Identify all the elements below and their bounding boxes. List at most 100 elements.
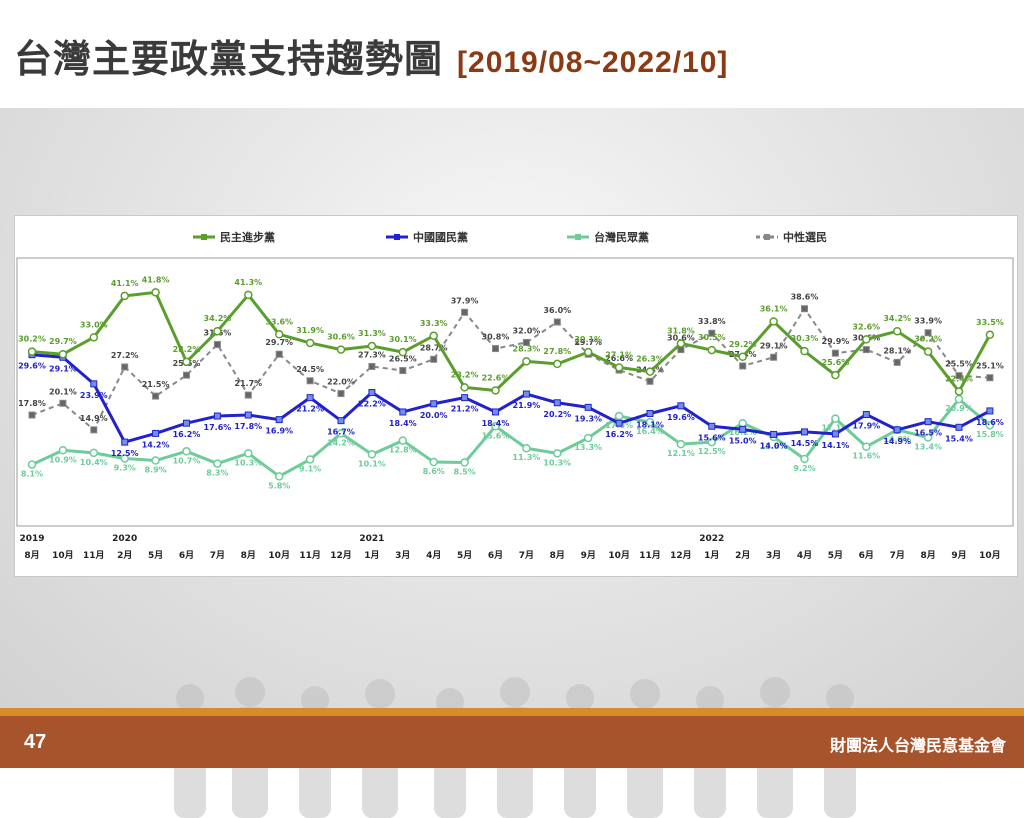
data-label: 29.9% xyxy=(822,337,850,346)
x-tick-label: 1月 xyxy=(364,550,379,561)
data-label: 30.5% xyxy=(698,333,726,342)
data-label: 20.0% xyxy=(420,411,448,420)
data-point xyxy=(368,362,376,370)
data-label: 11.3% xyxy=(513,453,541,462)
x-tick-label: 11月 xyxy=(639,550,661,561)
data-point xyxy=(151,288,160,297)
data-label: 30.2% xyxy=(914,335,942,344)
data-label: 10.3% xyxy=(543,458,571,467)
data-label: 31.3% xyxy=(358,329,386,338)
data-point xyxy=(461,394,469,402)
year-label: 2020 xyxy=(112,534,137,544)
data-point xyxy=(770,353,778,361)
data-point xyxy=(213,326,222,336)
data-label: 27.1% xyxy=(605,350,633,359)
data-label: 16.5% xyxy=(914,429,942,438)
legend-label: 台灣民眾黨 xyxy=(594,230,649,244)
data-point xyxy=(986,374,994,382)
data-point xyxy=(893,426,901,434)
data-point xyxy=(90,426,98,434)
data-point xyxy=(182,357,191,367)
data-label: 25.5% xyxy=(945,360,973,369)
data-label: 14.5% xyxy=(791,439,819,448)
data-point xyxy=(924,329,932,337)
data-point xyxy=(274,330,284,339)
data-label: 14.2% xyxy=(142,440,170,449)
data-label: 29.7% xyxy=(265,338,293,347)
data-label: 37.9% xyxy=(451,296,479,305)
data-point xyxy=(183,419,190,427)
x-tick-label: 1月 xyxy=(704,550,719,561)
data-label: 25.1% xyxy=(976,362,1004,371)
x-axis: 8月 10月 11月 2月 5月 6月 7月 8月 10月 11月 12月 1月 3月 4月 5月 6月 7月 8… xyxy=(19,534,1000,561)
data-label: 29.1% xyxy=(760,341,788,350)
data-point xyxy=(275,416,283,424)
x-tick-label: 10月 xyxy=(52,550,74,561)
data-point xyxy=(368,389,376,397)
x-tick-label: 8月 xyxy=(24,550,39,561)
series-line xyxy=(31,290,992,394)
data-point xyxy=(553,449,562,458)
data-point xyxy=(213,459,222,468)
data-point xyxy=(399,367,407,375)
data-point xyxy=(183,371,190,379)
legend-label: 中性選民 xyxy=(783,230,827,244)
legend-label: 中國國民黨 xyxy=(413,230,468,244)
data-point xyxy=(305,455,315,464)
data-point xyxy=(430,355,438,363)
data-label: 31.8% xyxy=(667,326,695,335)
data-label: 16.9% xyxy=(265,427,293,436)
data-label: 19.6% xyxy=(667,413,695,422)
data-label: 38.6% xyxy=(791,293,819,302)
data-label: 27.8% xyxy=(543,347,571,356)
data-label: 33.9% xyxy=(914,317,942,326)
data-label: 36.1% xyxy=(760,304,788,313)
data-point xyxy=(738,418,747,428)
data-point xyxy=(583,433,593,443)
x-tick-label: 9月 xyxy=(951,550,966,561)
x-tick-label: 8月 xyxy=(550,550,565,561)
data-label: 15.6% xyxy=(698,433,726,442)
data-label: 20.2% xyxy=(543,410,571,419)
data-point xyxy=(90,380,98,388)
data-label: 28.3% xyxy=(513,344,541,353)
organization-name: 財團法人台灣民意基金會 xyxy=(829,736,1006,755)
data-point xyxy=(708,422,716,430)
year-label: 2019 xyxy=(19,534,44,544)
data-point xyxy=(367,341,377,351)
data-point xyxy=(28,411,36,419)
data-label: 22.2% xyxy=(358,400,386,409)
data-label: 22.0% xyxy=(327,378,355,387)
date-range: [2019/08~2022/10] xyxy=(457,46,729,79)
data-point xyxy=(954,394,964,404)
data-label: 29.7% xyxy=(49,337,77,346)
series-group: 29.6% 29.1%23.9%12.5%14.2%16.2%17.6% 17.8%… xyxy=(18,351,1004,458)
year-label: 2021 xyxy=(359,534,384,544)
data-point xyxy=(27,347,37,356)
data-point xyxy=(831,414,840,423)
data-point xyxy=(306,377,314,385)
data-point xyxy=(862,442,871,451)
data-point xyxy=(801,305,808,313)
data-label: 30.6% xyxy=(327,333,355,342)
data-point xyxy=(522,338,530,346)
x-tick-label: 10月 xyxy=(608,550,630,561)
data-point xyxy=(892,326,902,336)
data-point xyxy=(707,345,717,355)
x-tick-label: 8月 xyxy=(241,550,256,561)
legend-marker xyxy=(394,234,400,240)
data-label: 18.4% xyxy=(482,419,510,428)
x-tick-label: 6月 xyxy=(179,550,194,561)
party-support-chart: 民主進步黨 中國國民黨 台灣民眾黨 中性選民 17.8%20.1%14.9%27.2%… xyxy=(16,230,1014,561)
data-label: 28.7% xyxy=(420,343,448,352)
data-point xyxy=(305,338,315,348)
data-point xyxy=(337,417,345,425)
data-point xyxy=(831,430,839,438)
data-point xyxy=(800,454,809,464)
data-label: 8.1% xyxy=(21,470,43,479)
data-label: 36.0% xyxy=(543,306,571,315)
footer: 47 財團法人台灣民意基金會 xyxy=(0,716,1024,768)
data-label: 16.4% xyxy=(636,427,664,436)
legend-label: 民主進步黨 xyxy=(220,230,275,244)
series-line xyxy=(31,353,991,444)
